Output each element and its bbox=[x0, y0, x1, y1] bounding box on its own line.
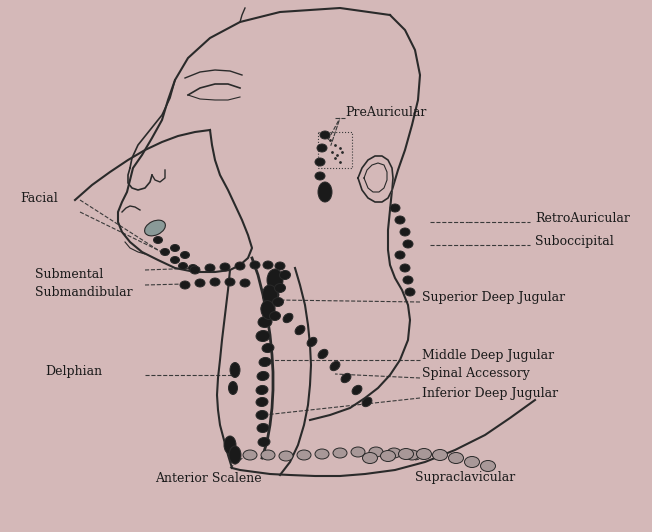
Ellipse shape bbox=[228, 381, 237, 395]
Ellipse shape bbox=[261, 450, 275, 460]
Ellipse shape bbox=[261, 303, 275, 313]
Ellipse shape bbox=[369, 447, 383, 457]
Ellipse shape bbox=[307, 337, 317, 347]
Ellipse shape bbox=[240, 279, 250, 287]
Ellipse shape bbox=[481, 461, 496, 471]
Text: Submandibular: Submandibular bbox=[35, 286, 132, 298]
Ellipse shape bbox=[180, 281, 190, 289]
Ellipse shape bbox=[295, 326, 305, 335]
Ellipse shape bbox=[210, 278, 220, 286]
Text: Delphian: Delphian bbox=[45, 365, 102, 378]
Ellipse shape bbox=[243, 450, 257, 460]
Ellipse shape bbox=[449, 453, 464, 463]
Ellipse shape bbox=[351, 447, 365, 457]
Ellipse shape bbox=[259, 358, 271, 367]
Ellipse shape bbox=[280, 270, 291, 279]
Ellipse shape bbox=[171, 256, 179, 263]
Ellipse shape bbox=[395, 216, 405, 224]
Ellipse shape bbox=[263, 261, 273, 269]
Ellipse shape bbox=[405, 288, 415, 296]
Ellipse shape bbox=[320, 131, 330, 139]
Ellipse shape bbox=[190, 266, 200, 274]
Ellipse shape bbox=[262, 344, 274, 353]
Ellipse shape bbox=[258, 317, 272, 328]
Ellipse shape bbox=[330, 361, 340, 371]
Ellipse shape bbox=[363, 453, 378, 463]
Ellipse shape bbox=[273, 297, 284, 306]
Ellipse shape bbox=[179, 262, 188, 270]
Ellipse shape bbox=[205, 264, 215, 272]
Ellipse shape bbox=[256, 386, 268, 395]
Ellipse shape bbox=[258, 437, 270, 446]
Ellipse shape bbox=[362, 397, 372, 406]
Text: Middle Deep Jugular: Middle Deep Jugular bbox=[422, 348, 554, 362]
Ellipse shape bbox=[256, 330, 270, 342]
Ellipse shape bbox=[279, 451, 293, 461]
Ellipse shape bbox=[464, 456, 479, 468]
Ellipse shape bbox=[417, 448, 432, 460]
Text: Facial: Facial bbox=[20, 192, 58, 204]
Text: Inferior Deep Jugular: Inferior Deep Jugular bbox=[422, 387, 558, 401]
Ellipse shape bbox=[235, 262, 245, 270]
Ellipse shape bbox=[315, 449, 329, 459]
Ellipse shape bbox=[283, 313, 293, 323]
Ellipse shape bbox=[390, 204, 400, 212]
Ellipse shape bbox=[263, 285, 278, 305]
Ellipse shape bbox=[403, 276, 413, 284]
Ellipse shape bbox=[230, 362, 240, 378]
Ellipse shape bbox=[229, 446, 241, 464]
Ellipse shape bbox=[317, 144, 327, 152]
Ellipse shape bbox=[381, 451, 396, 461]
Ellipse shape bbox=[318, 182, 332, 202]
Ellipse shape bbox=[318, 350, 328, 359]
Ellipse shape bbox=[315, 172, 325, 180]
Ellipse shape bbox=[403, 240, 413, 248]
Ellipse shape bbox=[181, 252, 190, 259]
Ellipse shape bbox=[352, 385, 362, 395]
Ellipse shape bbox=[398, 448, 413, 460]
Ellipse shape bbox=[256, 411, 268, 420]
Ellipse shape bbox=[171, 245, 179, 252]
Ellipse shape bbox=[315, 158, 325, 166]
Ellipse shape bbox=[341, 373, 351, 383]
Ellipse shape bbox=[220, 263, 230, 271]
Ellipse shape bbox=[257, 371, 269, 380]
Text: Anterior Scalene: Anterior Scalene bbox=[155, 471, 261, 485]
Ellipse shape bbox=[188, 264, 198, 271]
Ellipse shape bbox=[160, 248, 170, 255]
Ellipse shape bbox=[400, 228, 410, 236]
Text: RetroAuricular: RetroAuricular bbox=[535, 212, 630, 225]
Ellipse shape bbox=[400, 264, 410, 272]
Ellipse shape bbox=[395, 251, 405, 259]
Ellipse shape bbox=[256, 397, 268, 406]
Ellipse shape bbox=[267, 269, 283, 291]
Ellipse shape bbox=[274, 284, 286, 293]
Ellipse shape bbox=[387, 448, 401, 458]
Ellipse shape bbox=[297, 450, 311, 460]
Ellipse shape bbox=[225, 278, 235, 286]
Ellipse shape bbox=[265, 289, 279, 301]
Ellipse shape bbox=[153, 237, 162, 244]
Ellipse shape bbox=[261, 301, 275, 319]
Text: PreAuricular: PreAuricular bbox=[345, 105, 426, 119]
Text: Supraclavicular: Supraclavicular bbox=[415, 471, 515, 485]
Ellipse shape bbox=[195, 279, 205, 287]
Ellipse shape bbox=[257, 423, 269, 433]
Text: Submental: Submental bbox=[35, 269, 103, 281]
Ellipse shape bbox=[432, 450, 447, 461]
Ellipse shape bbox=[145, 220, 166, 236]
Ellipse shape bbox=[269, 312, 280, 320]
Text: Superior Deep Jugular: Superior Deep Jugular bbox=[422, 292, 565, 304]
Ellipse shape bbox=[250, 261, 260, 269]
Polygon shape bbox=[358, 156, 393, 202]
Ellipse shape bbox=[275, 262, 285, 270]
Ellipse shape bbox=[333, 448, 347, 458]
Ellipse shape bbox=[405, 450, 419, 460]
Ellipse shape bbox=[224, 436, 236, 454]
Text: Suboccipital: Suboccipital bbox=[535, 236, 614, 248]
Text: Spinal Accessory: Spinal Accessory bbox=[422, 368, 530, 380]
